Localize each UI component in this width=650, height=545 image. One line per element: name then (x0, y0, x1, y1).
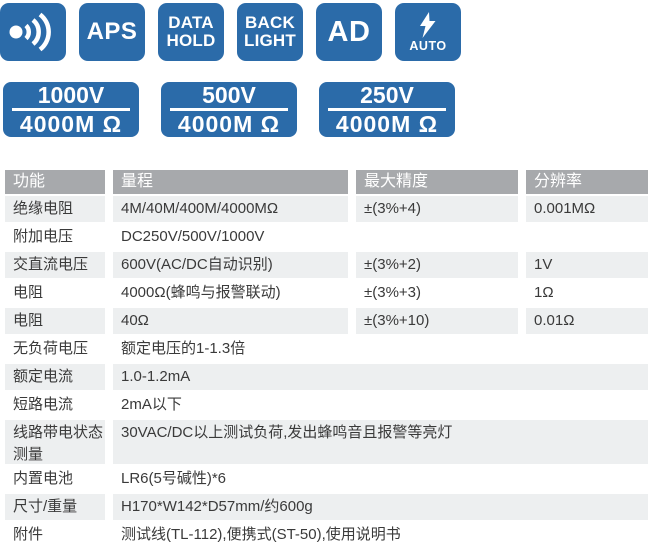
sound-waves-icon (9, 12, 51, 52)
cell-accuracy: ±(3%+4) (356, 196, 518, 222)
feature-icon-row: APS DATA HOLD BACK LIGHT AD AUTO (0, 3, 650, 61)
header-accuracy: 最大精度 (356, 170, 518, 194)
cell-range: H170*W142*D57mm/约600g (113, 494, 648, 520)
cell-accuracy (356, 224, 518, 250)
rating-badge-250v: 250V 4000M Ω (319, 82, 455, 137)
badge-voltage: 1000V (37, 82, 105, 109)
cell-range: 4000Ω(蜂鸣与报警联动) (121, 284, 281, 301)
cell-accuracy: ±(3%+3) (364, 284, 422, 301)
badge-divider (12, 108, 130, 111)
spec-table: 功能 量程 最大精度 分辨率 绝缘电阻 4M/40M/400M/4000MΩ ±… (5, 170, 648, 545)
spec-row: 无负荷电压 额定电压的1-1.3倍 (5, 336, 648, 362)
cell-function: 电阻 (5, 308, 105, 334)
cell-function: 额定电流 (5, 364, 105, 390)
rating-badge-1000v: 1000V 4000M Ω (3, 82, 139, 137)
rating-badge-500v: 500V 4000M Ω (161, 82, 297, 137)
cell-range: 4M/40M/400M/4000MΩ (113, 196, 348, 222)
spec-row: 短路电流 2mA以下 (5, 392, 648, 418)
cell-function: 短路电流 (13, 396, 74, 413)
spec-row: 线路带电状态测量 30VAC/DC以上测试负荷,发出蜂鸣音且报警等亮灯 (5, 420, 648, 464)
cell-function: 绝缘电阻 (5, 196, 105, 222)
header-resolution: 分辨率 (526, 170, 648, 194)
cell-function: 尺寸/重量 (5, 494, 105, 520)
cell-function: 线路带电状态测量 (5, 420, 105, 464)
cell-range: 40Ω (113, 308, 348, 334)
cell-resolution: 1V (526, 252, 648, 278)
cell-resolution (526, 224, 648, 250)
spec-row: 附加电压 DC250V/500V/1000V (5, 224, 648, 250)
back-light-line2: LIGHT (244, 31, 296, 50)
cell-function: 内置电池 (13, 470, 74, 487)
cell-function: 附件 (13, 526, 44, 543)
badge-divider (170, 108, 288, 111)
cell-function: 无负荷电压 (13, 340, 89, 357)
badge-divider (328, 108, 446, 111)
cell-range: 额定电压的1-1.3倍 (121, 340, 246, 357)
back-light-line1: BACK (245, 13, 295, 32)
cell-resolution: 0.01Ω (526, 308, 648, 334)
aps-label: APS (86, 18, 138, 45)
spec-row: 附件 测试线(TL-112),便携式(ST-50),使用说明书 (5, 522, 648, 545)
badge-resistance: 4000M Ω (177, 110, 281, 137)
spec-row: 电阻 4000Ω(蜂鸣与报警联动) ±(3%+3) 1Ω (5, 280, 648, 306)
spec-row: 绝缘电阻 4M/40M/400M/4000MΩ ±(3%+4) 0.001MΩ (5, 196, 648, 222)
cell-range: 600V(AC/DC自动识别) (113, 252, 348, 278)
back-light-icon: BACK LIGHT (237, 3, 303, 61)
cell-function: 交直流电压 (5, 252, 105, 278)
buzzer-icon (0, 3, 66, 61)
header-function: 功能 (5, 170, 105, 194)
spec-row: 电阻 40Ω ±(3%+10) 0.01Ω (5, 308, 648, 334)
badge-resistance: 4000M Ω (335, 110, 439, 137)
spec-header-row: 功能 量程 最大精度 分辨率 (5, 170, 648, 194)
spec-row: 尺寸/重量 H170*W142*D57mm/约600g (5, 494, 648, 520)
cell-function: 附加电压 (13, 228, 74, 245)
cell-range: 测试线(TL-112),便携式(ST-50),使用说明书 (121, 526, 401, 543)
cell-resolution: 1Ω (534, 284, 554, 301)
cell-range: DC250V/500V/1000V (121, 228, 265, 245)
spec-row: 交直流电压 600V(AC/DC自动识别) ±(3%+2) 1V (5, 252, 648, 278)
cell-resolution: 0.001MΩ (526, 196, 648, 222)
cell-function: 电阻 (13, 284, 44, 301)
header-range: 量程 (113, 170, 348, 194)
cell-range: LR6(5号碱性)*6 (121, 470, 227, 487)
auto-icon: AUTO (395, 3, 461, 61)
spec-row: 额定电流 1.0-1.2mA (5, 364, 648, 390)
badge-voltage: 500V (202, 82, 256, 109)
ad-icon: AD (316, 3, 382, 61)
cell-range: 2mA以下 (121, 396, 182, 413)
cell-range: 1.0-1.2mA (113, 364, 648, 390)
ad-label: AD (327, 15, 371, 48)
badge-voltage: 250V (360, 82, 414, 109)
lightning-icon (420, 11, 436, 38)
auto-label: AUTO (409, 38, 447, 53)
data-hold-line1: DATA (168, 13, 214, 32)
badge-resistance: 4000M Ω (19, 110, 123, 137)
data-hold-icon: DATA HOLD (158, 3, 224, 61)
data-hold-line2: HOLD (166, 31, 216, 50)
cell-accuracy: ±(3%+10) (356, 308, 518, 334)
aps-icon: APS (79, 3, 145, 61)
cell-range: 30VAC/DC以上测试负荷,发出蜂鸣音且报警等亮灯 (113, 420, 648, 464)
rating-badge-row: 1000V 4000M Ω 500V 4000M Ω 250V 4000M Ω (3, 82, 650, 137)
spec-row: 内置电池 LR6(5号碱性)*6 (5, 466, 648, 492)
cell-accuracy: ±(3%+2) (356, 252, 518, 278)
